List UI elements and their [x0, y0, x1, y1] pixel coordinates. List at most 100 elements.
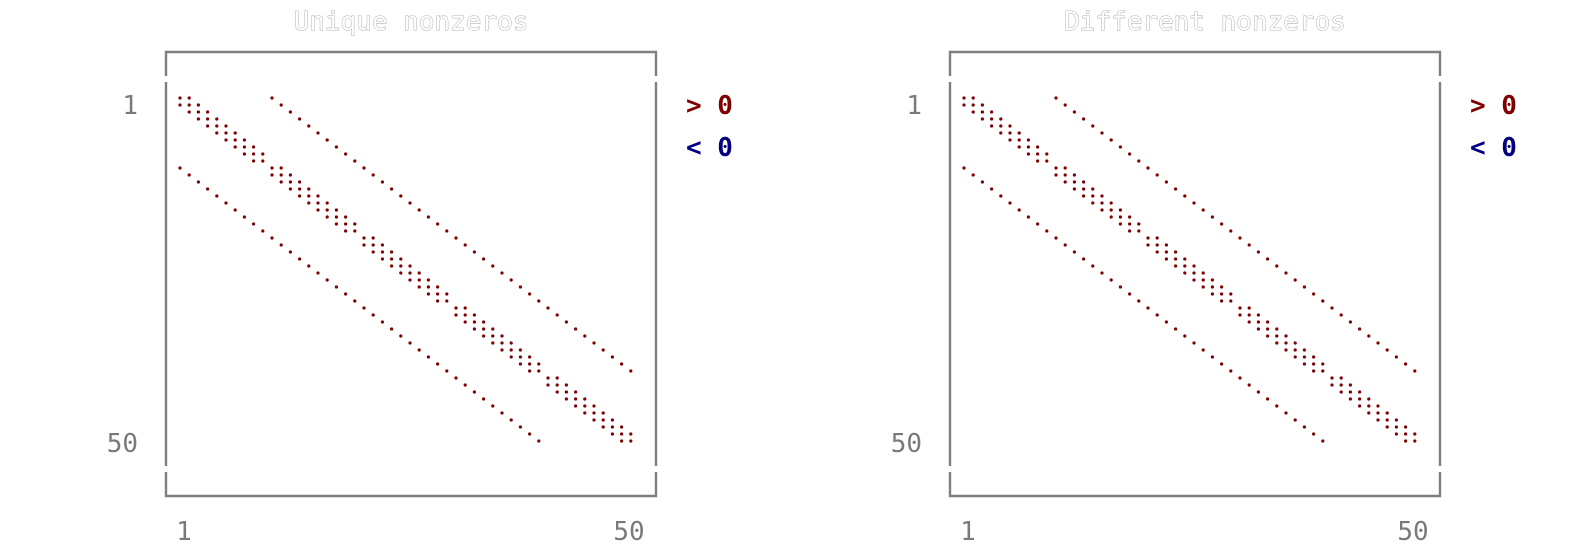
x-tick-label: 50 [613, 517, 644, 547]
nonzero-dot [1183, 257, 1187, 261]
nonzero-dot [362, 236, 366, 240]
nonzero-dot [1385, 348, 1389, 352]
nonzero-dot [1183, 194, 1187, 198]
nonzero-dot [261, 229, 265, 233]
nonzero-dot [215, 124, 219, 128]
nonzero-dot [399, 334, 403, 338]
nonzero-dot [1256, 327, 1260, 331]
nonzero-dot [316, 194, 320, 198]
nonzero-dot [233, 145, 237, 149]
nonzero-dot [1017, 131, 1021, 135]
nonzero-dot [1137, 229, 1141, 233]
nonzero-dot [1210, 355, 1214, 359]
nonzero-dot [196, 110, 200, 114]
nonzero-dot [500, 334, 504, 338]
nonzero-dot [1312, 292, 1316, 296]
nonzero-dot [242, 138, 246, 142]
y-tick-label: 1 [906, 91, 922, 121]
y-tick-label: 50 [891, 429, 922, 459]
nonzero-dot [279, 173, 283, 177]
nonzero-dot [1128, 215, 1132, 219]
nonzero-dot [426, 285, 430, 289]
chart-title: Unique nonzeros [294, 7, 529, 37]
nonzero-dot [1275, 327, 1279, 331]
nonzero-dot [1118, 208, 1122, 212]
nonzero-dot [325, 215, 329, 219]
nonzero-dot [990, 110, 994, 114]
nonzero-dot [1082, 194, 1086, 198]
nonzero-dot [1358, 390, 1362, 394]
nonzero-dot [1128, 292, 1132, 296]
nonzero-dot [999, 124, 1003, 128]
nonzero-dot [307, 187, 311, 191]
nonzero-dot [417, 348, 421, 352]
nonzero-dot [206, 117, 210, 121]
nonzero-dot [1128, 152, 1132, 156]
nonzero-dot [472, 390, 476, 394]
nonzero-dot [1358, 397, 1362, 401]
nonzero-dot [962, 103, 966, 107]
nonzero-dot [436, 222, 440, 226]
nonzero-dot [316, 208, 320, 212]
nonzero-dot [1201, 271, 1205, 275]
nonzero-dot [399, 264, 403, 268]
nonzero-dot [1072, 110, 1076, 114]
nonzero-dot [537, 439, 541, 443]
nonzero-dot [307, 194, 311, 198]
nonzero-dot [1404, 362, 1408, 366]
nonzero-dot [1045, 229, 1049, 233]
nonzero-dot [472, 320, 476, 324]
nonzero-dot [298, 257, 302, 261]
nonzero-dot [1174, 187, 1178, 191]
nonzero-dot [1100, 208, 1104, 212]
nonzero-dot [999, 131, 1003, 135]
spy-panel-2: Different nonzeros 1 50 1 50 > 0 < 0 [891, 7, 1517, 547]
nonzero-dot [564, 397, 569, 401]
nonzero-dot [1321, 362, 1325, 366]
nonzero-dot [1275, 334, 1279, 338]
nonzero-dot [316, 131, 320, 135]
nonzero-dot [980, 180, 985, 184]
nonzero-dot [325, 208, 329, 212]
nonzero-dot [252, 222, 256, 226]
nonzero-dot [1192, 201, 1196, 205]
nonzero-dot [334, 215, 338, 219]
nonzero-marks [178, 96, 633, 443]
nonzero-dot [445, 292, 449, 296]
nonzero-dot [187, 173, 191, 177]
nonzero-dot [390, 257, 394, 261]
nonzero-dot [1146, 306, 1150, 310]
nonzero-dot [1091, 124, 1095, 128]
nonzero-dot [426, 215, 430, 219]
nonzero-dot [1413, 432, 1417, 436]
nonzero-dot [610, 355, 615, 359]
nonzero-dot [990, 124, 994, 128]
nonzero-dot [1284, 271, 1288, 275]
nonzero-dot [353, 159, 357, 163]
nonzero-dot [1072, 250, 1076, 254]
nonzero-dot [1118, 215, 1122, 219]
nonzero-dot [1358, 327, 1362, 331]
nonzero-dot [1045, 159, 1049, 163]
nonzero-dot [1183, 271, 1187, 275]
nonzero-dot [1063, 180, 1067, 184]
nonzero-dot [1164, 243, 1168, 247]
nonzero-dot [1339, 390, 1343, 394]
nonzero-dot [399, 257, 403, 261]
nonzero-dot [971, 110, 975, 114]
nonzero-dot [1339, 313, 1343, 317]
nonzero-dot [1256, 320, 1260, 324]
nonzero-dot [500, 348, 504, 352]
nonzero-dot [307, 124, 311, 128]
nonzero-dot [215, 131, 219, 135]
nonzero-dot [1293, 348, 1297, 352]
nonzero-dot [288, 110, 292, 114]
nonzero-dot [629, 369, 633, 373]
nonzero-dot [1312, 362, 1316, 366]
nonzero-dot [436, 362, 440, 366]
nonzero-dot [1146, 166, 1150, 170]
nonzero-dot [528, 355, 532, 359]
nonzero-dot [1100, 201, 1104, 205]
nonzero-dot [1376, 418, 1380, 422]
nonzero-dot [610, 432, 615, 436]
